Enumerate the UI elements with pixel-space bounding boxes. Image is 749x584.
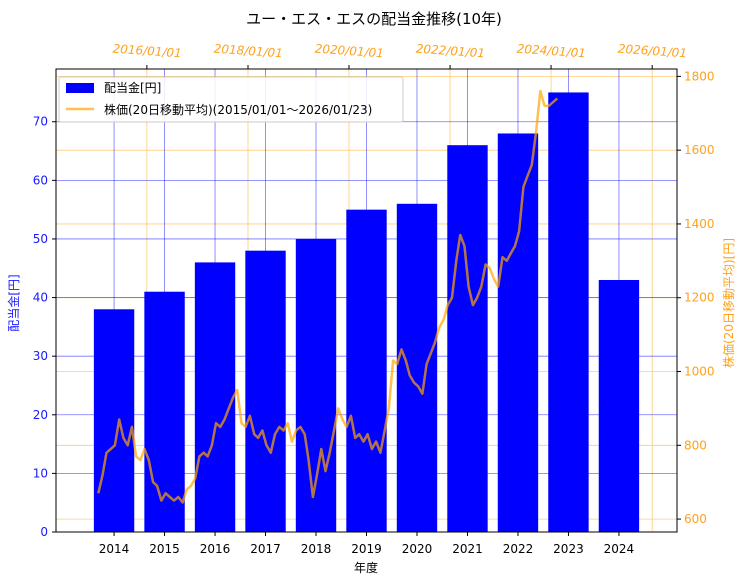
bar-2018: [295, 238, 337, 532]
y2-tick-label-1600: 1600: [684, 143, 715, 157]
y2-tick-label-1800: 1800: [684, 69, 715, 83]
top-tick-label-5: 2026/01/01: [617, 42, 687, 61]
x-tick-label-2015: 2015: [149, 542, 180, 556]
y-tick-label-20: 20: [33, 408, 48, 422]
top-tick-label-2: 2020/01/01: [314, 42, 384, 61]
y-tick-label-0: 0: [40, 525, 48, 539]
x-tick-label-2018: 2018: [301, 542, 332, 556]
legend-swatch-bar: [66, 83, 94, 93]
bar-layer: [93, 92, 640, 533]
y-tick-label-50: 50: [33, 232, 48, 246]
y2-tick-label-1000: 1000: [684, 365, 715, 379]
x-axis-label: 年度: [354, 560, 378, 575]
bar-2015: [144, 291, 185, 532]
y-tick-label-40: 40: [33, 291, 48, 305]
x-tick-label-2014: 2014: [99, 542, 130, 556]
x-tick-label-2022: 2022: [503, 542, 534, 556]
y-axis-label-left: 配当金[円]: [6, 274, 21, 331]
x-tick-label-2017: 2017: [250, 542, 281, 556]
chart-title: ユー・エス・エスの配当金推移(10年): [246, 10, 502, 28]
y-axis-label-right: 株価(20日移動平均)[円]: [721, 238, 736, 368]
price-line-layer: [97, 89, 559, 504]
top-tick-label-0: 2016/01/01: [112, 42, 182, 61]
legend: 配当金[円] 株価(20日移動平均)(2015/01/01～2026/01/23…: [58, 76, 404, 123]
legend-label-bar: 配当金[円]: [104, 80, 161, 95]
bar-2014: [93, 309, 135, 532]
bar-2020: [396, 203, 438, 532]
top-tick-label-3: 2022/01/01: [415, 42, 485, 61]
legend-box: [58, 76, 404, 123]
top-tick-label-1: 2018/01/01: [213, 42, 283, 61]
top-tick-label-4: 2024/01/01: [516, 42, 586, 61]
y2-tick-label-800: 800: [684, 438, 707, 452]
axis-layer: 2014 2015 2016 2017 2018 2019 2020 2021 2022 2023…: [33, 42, 715, 556]
x-tick-label-2020: 2020: [402, 542, 433, 556]
y-tick-label-10: 10: [33, 466, 48, 480]
bar-2017: [245, 250, 286, 533]
bar-2022: [497, 133, 539, 532]
bar-2019: [346, 209, 387, 532]
x-tick-label-2016: 2016: [200, 542, 231, 556]
y-tick-label-70: 70: [33, 115, 48, 129]
bar-2024: [598, 279, 640, 532]
x-tick-label-2023: 2023: [553, 542, 584, 556]
bar-2023: [548, 92, 589, 532]
x-tick-label-2021: 2021: [452, 542, 483, 556]
y2-tick-label-1200: 1200: [684, 291, 715, 305]
y-tick-label-30: 30: [33, 349, 48, 363]
bar-2016: [194, 262, 236, 532]
price-line: [97, 89, 559, 504]
x-tick-label-2024: 2024: [604, 542, 635, 556]
legend-label-line: 株価(20日移動平均)(2015/01/01～2026/01/23): [104, 102, 372, 117]
y2-tick-label-600: 600: [684, 512, 707, 526]
x-tick-label-2019: 2019: [351, 542, 382, 556]
y-tick-label-60: 60: [33, 173, 48, 187]
y2-tick-label-1400: 1400: [684, 217, 715, 231]
bar-2021: [447, 145, 488, 532]
